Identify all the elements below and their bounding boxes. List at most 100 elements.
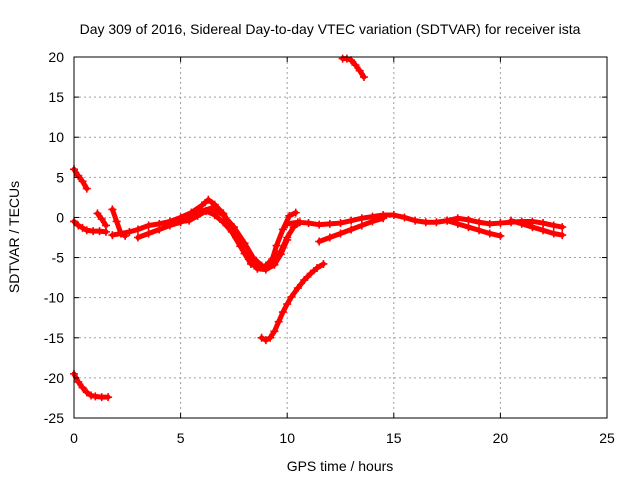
data-point xyxy=(336,219,345,228)
y-tick-label: 15 xyxy=(48,89,64,105)
y-tick-label: -20 xyxy=(44,370,64,386)
y-tick-label: 5 xyxy=(56,169,64,185)
x-tick-label: 0 xyxy=(70,430,78,446)
data-point xyxy=(517,219,526,228)
data-point xyxy=(101,221,110,230)
y-tick-label: -15 xyxy=(44,330,64,346)
data-point xyxy=(266,333,275,342)
y-tick-label: -5 xyxy=(52,250,65,266)
data-point xyxy=(227,227,236,236)
data-point xyxy=(496,219,505,228)
data-point xyxy=(342,54,351,63)
data-point xyxy=(539,219,548,228)
y-tick-label: 10 xyxy=(48,129,64,145)
data-point xyxy=(475,218,484,227)
data-point xyxy=(319,259,328,268)
data-point xyxy=(78,383,87,392)
y-tick-label: 0 xyxy=(56,209,64,225)
data-point xyxy=(278,308,287,317)
data-point xyxy=(155,225,164,234)
series-line xyxy=(340,56,367,80)
data-point xyxy=(359,73,368,82)
data-point xyxy=(287,292,296,301)
data-point xyxy=(202,207,211,216)
data-point xyxy=(193,211,202,220)
data-point xyxy=(453,219,462,228)
x-tick-label: 25 xyxy=(599,430,615,446)
x-tick-label: 5 xyxy=(177,430,185,446)
data-point xyxy=(291,208,300,217)
data-point xyxy=(278,225,287,234)
series-arc6 xyxy=(108,195,300,272)
data-point xyxy=(74,377,83,386)
x-axis-label: GPS time / hours xyxy=(287,458,394,474)
data-point xyxy=(315,237,324,246)
data-point xyxy=(261,336,270,345)
data-point xyxy=(315,220,324,229)
data-point xyxy=(464,223,473,232)
data-point xyxy=(104,393,113,402)
series-arc9 xyxy=(283,211,567,232)
series-line xyxy=(71,166,90,192)
data-point xyxy=(336,229,345,238)
data-point xyxy=(549,229,558,238)
data-point xyxy=(82,388,91,397)
series-arc3 xyxy=(93,209,110,230)
data-point xyxy=(97,215,106,224)
data-point xyxy=(558,231,567,240)
data-point xyxy=(112,217,121,226)
data-point xyxy=(347,216,356,225)
data-point xyxy=(528,223,537,232)
data-point xyxy=(475,226,484,235)
axis-ticks: 0 5 10 15 20 25 -25 -20 -15 -10 -5 0 5 10 15 20 xyxy=(44,49,615,446)
data-point xyxy=(95,227,104,236)
data-point xyxy=(144,229,153,238)
data-point xyxy=(347,56,356,65)
data-point xyxy=(496,231,505,240)
series-arc13 xyxy=(257,259,328,345)
data-point xyxy=(355,66,364,75)
series-line xyxy=(178,208,290,273)
data-point xyxy=(325,233,334,242)
data-point xyxy=(91,392,100,401)
y-tick-label: 20 xyxy=(48,49,64,65)
series-arc4 xyxy=(70,369,113,402)
data-point xyxy=(176,217,185,226)
series-arc8 xyxy=(176,207,292,274)
data-point xyxy=(368,217,377,226)
data-point xyxy=(270,260,279,269)
x-tick-label: 20 xyxy=(493,430,509,446)
data-point xyxy=(400,213,409,222)
data-point xyxy=(82,226,91,235)
series-arc14 xyxy=(338,54,368,82)
data-point xyxy=(236,242,245,251)
data-point xyxy=(253,264,262,273)
data-point xyxy=(558,223,567,232)
data-point xyxy=(313,263,322,272)
data-point xyxy=(300,276,309,285)
chart-title: Day 309 of 2016, Sidereal Day-to-day VTE… xyxy=(80,21,581,37)
grid xyxy=(74,57,607,418)
data-point xyxy=(283,300,292,309)
series-arc10 xyxy=(315,214,388,246)
series-line xyxy=(259,261,326,343)
data-point xyxy=(485,219,494,228)
data-point xyxy=(283,235,292,244)
data-point xyxy=(93,209,102,218)
data-point xyxy=(74,221,83,230)
data-point xyxy=(208,203,217,212)
data-point xyxy=(229,223,238,232)
data-point xyxy=(432,218,441,227)
data-point xyxy=(272,241,281,250)
data-point xyxy=(108,205,117,214)
data-point xyxy=(443,216,452,225)
data-point xyxy=(293,218,302,227)
series-layer xyxy=(70,54,567,402)
data-point xyxy=(325,219,334,228)
plot-frame xyxy=(73,56,608,419)
data-point xyxy=(306,269,315,278)
data-point xyxy=(549,221,558,230)
data-point xyxy=(257,333,266,342)
series-arc11 xyxy=(443,216,505,240)
